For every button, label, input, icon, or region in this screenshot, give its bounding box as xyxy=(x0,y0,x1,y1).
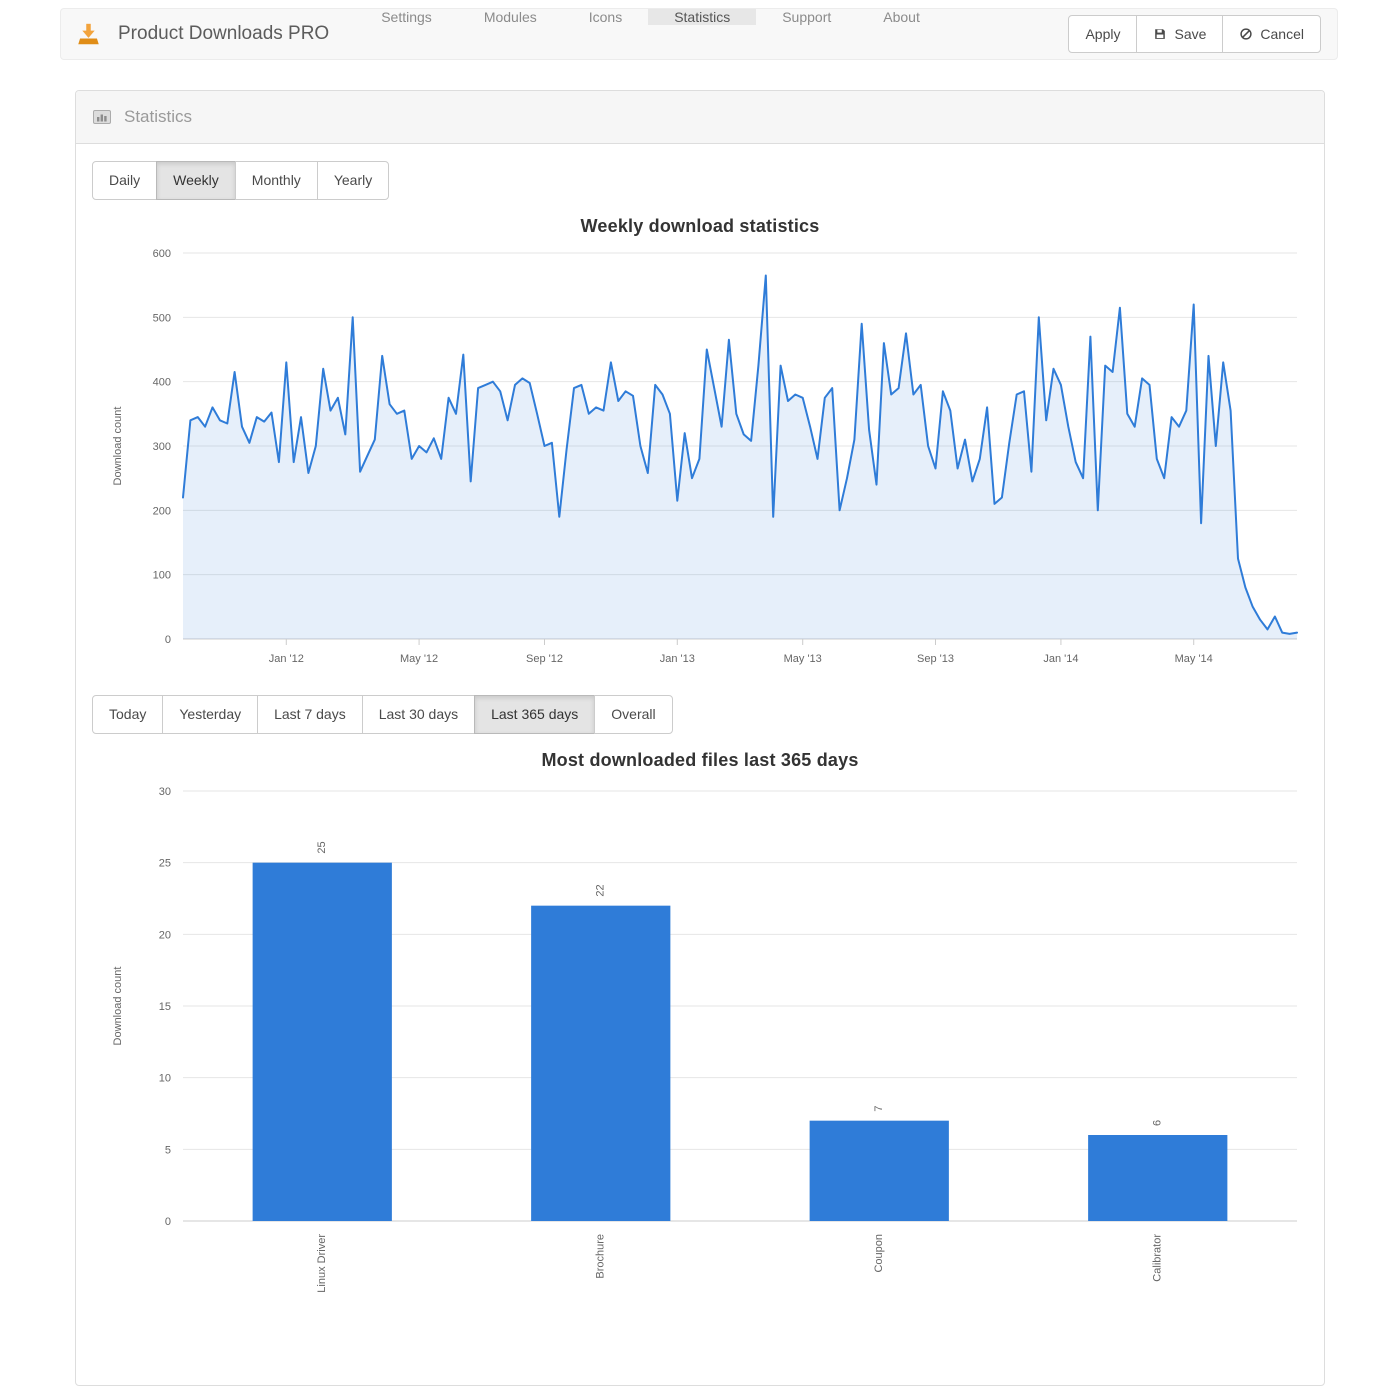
svg-text:25: 25 xyxy=(159,857,171,869)
svg-text:Sep '13: Sep '13 xyxy=(917,653,954,665)
svg-text:0: 0 xyxy=(165,634,171,646)
svg-text:5: 5 xyxy=(165,1144,171,1156)
ban-circle-icon xyxy=(1239,27,1253,41)
bar-chart-icon xyxy=(93,109,111,125)
download-logo-icon xyxy=(75,21,102,48)
panel-title: Statistics xyxy=(124,107,193,126)
navbar-menu: Settings Modules Icons Statistics Support Abo… xyxy=(355,9,946,59)
svg-text:400: 400 xyxy=(153,377,171,389)
weekly-line-chart: 0 100 200 300 400 500 600 Download count Jan '12… xyxy=(112,248,1298,665)
navbar-brand: Product Downloads PRO xyxy=(61,9,355,59)
bar-value-calibrator: 6 xyxy=(1152,1120,1164,1126)
svg-text:Jan '13: Jan '13 xyxy=(660,653,695,665)
period-tabs: Daily Weekly Monthly Yearly xyxy=(92,161,390,200)
line-chart-title: Weekly download statistics xyxy=(580,215,820,236)
top-navbar: Product Downloads PRO Settings Modules Ico… xyxy=(60,8,1338,60)
tab-yearly[interactable]: Yearly xyxy=(316,161,390,200)
nav-item-icons[interactable]: Icons xyxy=(588,9,623,25)
svg-text:0: 0 xyxy=(165,1216,171,1228)
bar-chart-title: Most downloaded files last 365 days xyxy=(541,749,859,770)
bar-value-brochure: 22 xyxy=(595,884,607,896)
floppy-disk-icon xyxy=(1153,27,1167,41)
nav-item-modules[interactable]: Modules xyxy=(483,9,537,25)
bar-coupon xyxy=(809,1120,949,1221)
apply-button-label: Apply xyxy=(1085,25,1121,42)
bar-calibrator xyxy=(1088,1134,1228,1221)
tab-last-7-days[interactable]: Last 7 days xyxy=(257,694,363,734)
nav-item-settings[interactable]: Settings xyxy=(381,9,432,25)
tab-monthly[interactable]: Monthly xyxy=(234,161,318,200)
statistics-panel: Statistics Daily Weekly Monthly Yearly Week… xyxy=(75,90,1325,1386)
cancel-button-label: Cancel xyxy=(1260,25,1304,42)
tab-last-365-days[interactable]: Last 365 days xyxy=(474,694,596,734)
navbar-actions: Apply Save Cancel xyxy=(1068,9,1337,59)
svg-text:100: 100 xyxy=(153,570,171,582)
nav-item-support[interactable]: Support xyxy=(782,9,832,25)
svg-text:Jan '14: Jan '14 xyxy=(1043,653,1078,665)
svg-text:May '12: May '12 xyxy=(400,653,438,665)
range-tabs: Today Yesterday Last 7 days Last 30 days Las… xyxy=(92,694,673,734)
apply-button[interactable]: Apply xyxy=(1068,14,1138,54)
tab-daily[interactable]: Daily xyxy=(92,161,158,200)
bar-value-coupon: 7 xyxy=(873,1105,885,1111)
svg-text:20: 20 xyxy=(159,929,171,941)
save-button-label: Save xyxy=(1174,25,1207,42)
svg-text:Download count: Download count xyxy=(112,406,124,485)
tab-overall[interactable]: Overall xyxy=(594,694,673,734)
svg-text:500: 500 xyxy=(153,312,171,324)
svg-text:May '14: May '14 xyxy=(1175,653,1213,665)
bar-label-brochure: Brochure xyxy=(595,1234,607,1279)
tab-last-30-days[interactable]: Last 30 days xyxy=(361,694,476,734)
svg-text:300: 300 xyxy=(153,441,171,453)
panel-body: Daily Weekly Monthly Yearly Weekly download… xyxy=(76,144,1324,1350)
svg-text:10: 10 xyxy=(159,1072,171,1084)
bar-label-calibrator: Calibrator xyxy=(1152,1233,1164,1281)
panel-header: Statistics xyxy=(76,91,1324,144)
svg-text:15: 15 xyxy=(159,1001,171,1013)
nav-item-about[interactable]: About xyxy=(883,9,920,25)
app-title: Product Downloads PRO xyxy=(118,23,330,44)
svg-text:Jan '12: Jan '12 xyxy=(269,653,304,665)
svg-text:Sep '12: Sep '12 xyxy=(526,653,563,665)
cancel-button[interactable]: Cancel xyxy=(1222,14,1321,54)
navbar-action-buttons: Apply Save Cancel xyxy=(1068,14,1321,54)
svg-text:600: 600 xyxy=(153,248,171,260)
save-button[interactable]: Save xyxy=(1136,14,1224,54)
bar-linux-driver xyxy=(252,862,392,1221)
bar-value-linux-driver: 25 xyxy=(316,841,328,853)
bar-brochure xyxy=(531,905,671,1221)
download-line-series xyxy=(182,274,1298,635)
tab-today[interactable]: Today xyxy=(92,694,164,734)
files-bar-chart: 0 5 10 15 20 25 30 Download count 25 Linux Driver… xyxy=(112,786,1297,1292)
tab-yesterday[interactable]: Yesterday xyxy=(162,694,259,734)
svg-text:Download count: Download count xyxy=(112,966,124,1045)
tab-weekly[interactable]: Weekly xyxy=(156,161,236,200)
svg-text:30: 30 xyxy=(159,786,171,798)
svg-text:May '13: May '13 xyxy=(784,653,822,665)
svg-text:200: 200 xyxy=(153,505,171,517)
nav-item-statistics[interactable]: Statistics xyxy=(648,9,757,25)
download-area-fill xyxy=(183,275,1297,639)
bar-label-coupon: Coupon xyxy=(873,1234,885,1273)
bar-label-linux-driver: Linux Driver xyxy=(316,1233,328,1292)
